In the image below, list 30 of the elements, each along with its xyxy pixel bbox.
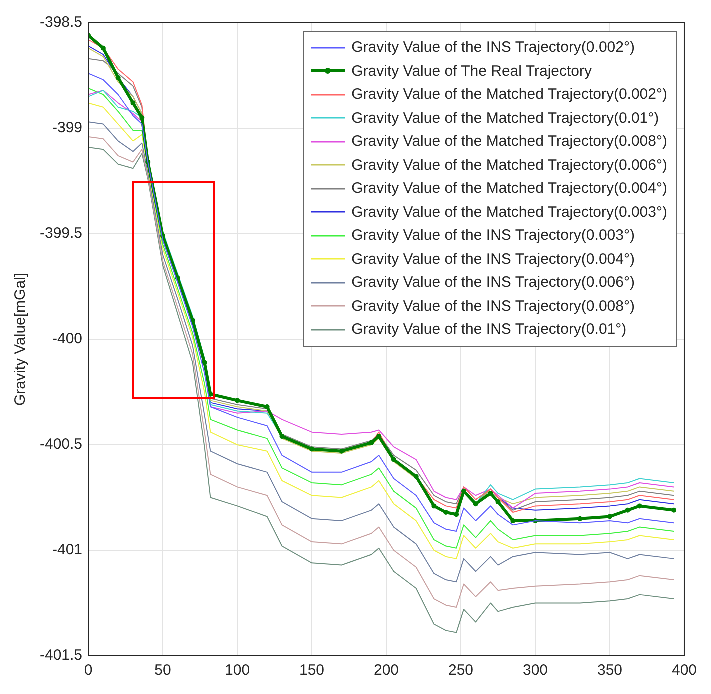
legend-label: Gravity Value of the Matched Trajectory(0.004°) xyxy=(352,180,668,198)
legend-label: Gravity Value of the INS Trajectory(0.006°) xyxy=(352,274,635,292)
x-tick-label: 200 xyxy=(374,662,400,680)
x-tick-label: 400 xyxy=(672,662,697,680)
legend-label: Gravity Value of the Matched Trajectory(0.01°) xyxy=(352,110,660,127)
x-tick-label: 150 xyxy=(300,662,325,680)
x-tick-label: 0 xyxy=(84,662,93,680)
legend-label: Gravity Value of the Matched Trajectory(0.006°) xyxy=(352,156,668,174)
x-tick-label: 300 xyxy=(522,662,548,680)
x-tick-label: 100 xyxy=(225,662,250,680)
y-tick-label: -399.5 xyxy=(40,225,83,242)
y-tick-label: -401 xyxy=(52,542,83,559)
y-tick-label: -401.5 xyxy=(40,647,83,664)
legend-label: Gravity Value of the INS Trajectory(0.004°) xyxy=(352,250,635,268)
x-tick-label: 250 xyxy=(448,662,474,680)
legend-label: Gravity Value of the INS Trajectory(0.002°) xyxy=(352,39,635,56)
y-tick-label: -400 xyxy=(52,330,83,348)
legend-label: Gravity Value of the Matched Trajectory(0.002°) xyxy=(352,86,668,104)
legend-label: Gravity Value of the INS Trajectory(0.01°) xyxy=(352,321,627,338)
legend-label: Gravity Value of The Real Trajectory xyxy=(352,62,592,80)
y-axis-title: Gravity Value[mGal] xyxy=(12,272,30,406)
y-tick-label: -400.5 xyxy=(40,436,83,454)
y-tick-label: -399 xyxy=(52,120,83,137)
legend-label: Gravity Value of the Matched Trajectory(0.008°) xyxy=(352,133,668,150)
y-tick-label: -398.5 xyxy=(40,14,83,32)
x-tick-label: 50 xyxy=(154,662,172,680)
legend-label: Gravity Value of the INS Trajectory(0.008°) xyxy=(352,298,635,315)
x-tick-label: 350 xyxy=(597,662,623,680)
legend-label: Gravity Value of the Matched Trajectory(0.003°) xyxy=(352,204,668,221)
legend-label: Gravity Value of the INS Trajectory(0.003°) xyxy=(352,227,635,244)
